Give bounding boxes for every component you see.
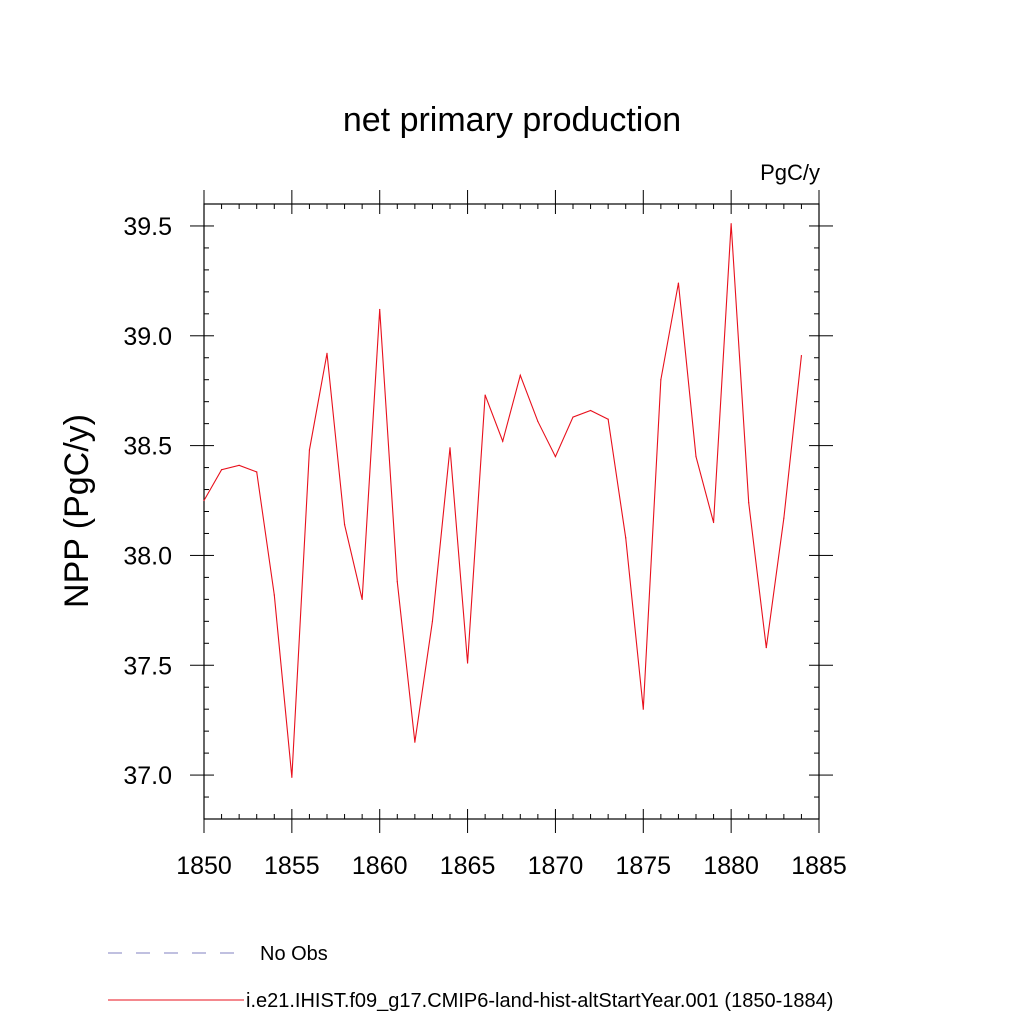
y-tick-label: 37.5 bbox=[123, 652, 172, 680]
y-axis-label: NPP (PgC/y) bbox=[58, 414, 96, 608]
data-point bbox=[554, 455, 557, 458]
data-point bbox=[343, 524, 346, 526]
x-tick-label: 1860 bbox=[352, 852, 408, 880]
data-point bbox=[589, 409, 592, 412]
x-axis: 1850 1855 1860 1865 1870 1875 1880 1885 bbox=[176, 190, 847, 880]
y-axis: 37.0 37.5 38.0 38.5 39.0 39.5 bbox=[123, 203, 833, 820]
data-point bbox=[642, 708, 644, 710]
x-tick-label: 1880 bbox=[703, 852, 759, 880]
x-tick-label: 1885 bbox=[791, 852, 847, 880]
data-point bbox=[765, 647, 767, 649]
y-tick-label: 38.5 bbox=[123, 433, 172, 461]
legend: No Obs i.e21.IHIST.f09_g17.CMIP6-land-hi… bbox=[108, 943, 833, 1012]
data-point bbox=[238, 464, 240, 466]
data-point bbox=[431, 620, 434, 622]
units-label: PgC/y bbox=[760, 160, 820, 185]
data-point bbox=[783, 517, 785, 519]
data-point bbox=[379, 308, 381, 311]
data-point bbox=[537, 420, 539, 423]
data-point bbox=[484, 394, 486, 396]
y-tick-label: 37.0 bbox=[123, 762, 172, 790]
x-tick-label: 1870 bbox=[528, 852, 584, 880]
data-point bbox=[660, 379, 662, 381]
legend-label-no-obs: No Obs bbox=[260, 943, 328, 965]
data-point bbox=[220, 469, 223, 471]
x-tick-label: 1865 bbox=[440, 852, 496, 880]
data-point bbox=[361, 598, 363, 600]
chart-title: net primary production bbox=[343, 101, 681, 139]
data-point bbox=[256, 471, 258, 473]
data-point bbox=[519, 374, 521, 376]
x-tick-label: 1855 bbox=[264, 852, 320, 880]
data-point bbox=[625, 537, 627, 539]
series-layer bbox=[203, 223, 803, 778]
data-point bbox=[449, 447, 451, 449]
data-point bbox=[572, 416, 574, 418]
data-point bbox=[502, 440, 504, 442]
y-tick-label: 39.5 bbox=[123, 213, 172, 241]
data-point bbox=[203, 499, 205, 502]
data-point bbox=[273, 594, 275, 596]
x-tick-label: 1875 bbox=[615, 852, 671, 880]
data-point bbox=[291, 776, 293, 778]
series-line-model bbox=[203, 223, 802, 778]
data-point bbox=[695, 455, 697, 458]
x-tick-label: 1850 bbox=[176, 852, 232, 880]
data-point bbox=[396, 581, 398, 583]
data-point bbox=[730, 223, 732, 225]
data-point bbox=[607, 418, 609, 420]
legend-label-model: i.e21.IHIST.f09_g17.CMIP6-land-hist-altS… bbox=[246, 990, 833, 1012]
data-point bbox=[414, 741, 416, 743]
y-tick-label: 38.0 bbox=[123, 542, 172, 570]
data-point bbox=[800, 354, 803, 357]
data-point bbox=[466, 662, 469, 664]
data-point bbox=[677, 282, 680, 284]
data-point bbox=[748, 502, 750, 504]
y-tick-label: 39.0 bbox=[123, 323, 172, 351]
data-point bbox=[326, 352, 328, 354]
data-point bbox=[308, 449, 311, 451]
data-point bbox=[712, 521, 715, 524]
